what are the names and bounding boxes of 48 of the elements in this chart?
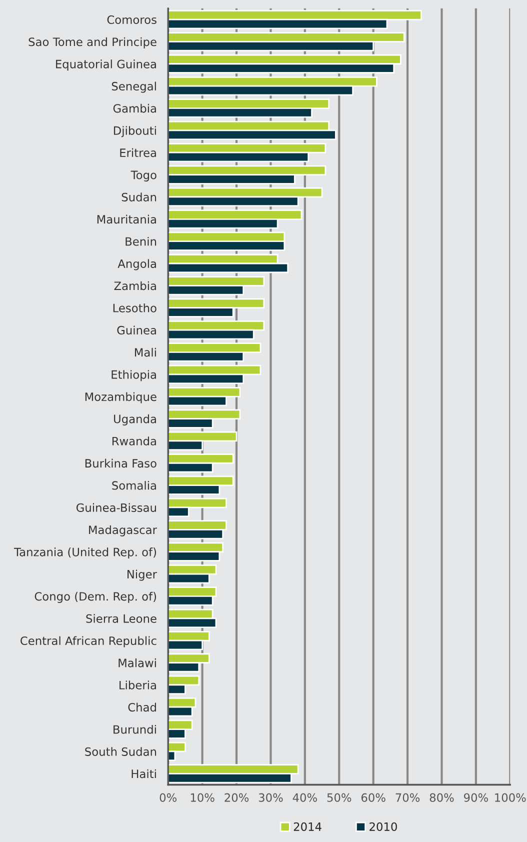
x-tick-label: 50% <box>327 793 352 802</box>
y-tick-label: Sierra Leone <box>86 614 156 623</box>
y-tick-label: Angola <box>118 259 156 270</box>
y-tick-label: Congo (Dem. Rep. of) <box>34 592 156 603</box>
y-tick-label: Haiti <box>132 769 156 778</box>
y-tick-label: Equatorial Guinea <box>56 60 156 71</box>
y-tick-label: Somalia <box>112 480 156 490</box>
y-tick-label: Tanzania (United Rep. of) <box>14 548 156 559</box>
y-tick-label: Rwanda <box>112 436 156 446</box>
y-tick-label: Guinea <box>117 326 156 335</box>
y-tick-label: Benin <box>126 236 156 246</box>
y-tick-label: Mauritania <box>97 214 156 224</box>
y-tick-label: Guinea-Bissau <box>76 503 156 512</box>
x-tick-label: 10% <box>190 793 214 802</box>
y-tick-label: Togo <box>130 170 156 182</box>
y-tick-label: Burkina Faso <box>85 458 156 468</box>
y-tick-label: Liberia <box>120 680 156 690</box>
y-tick-label: Sao Tome and Principe <box>28 37 156 48</box>
x-tick-label: 70% <box>396 793 420 802</box>
y-tick-label: Central African Republic <box>20 636 156 648</box>
y-tick-label: Gambia <box>113 104 156 113</box>
y-tick-label: South Sudan <box>85 747 156 756</box>
y-tick-label: Sudan <box>122 192 156 202</box>
y-tick-label: Madagascar <box>89 525 157 536</box>
y-tick-label: Lesotho <box>113 304 156 312</box>
y-tick-label: Malawi <box>118 658 156 668</box>
y-tick-label: Zambia <box>114 281 156 290</box>
y-tick-label: Eritrea <box>120 148 156 158</box>
y-tick-label: Senegal <box>112 82 156 93</box>
x-tick-label: 90% <box>464 793 488 802</box>
y-tick-label: Burundi <box>114 724 156 734</box>
x-tick-label: 80% <box>430 793 454 802</box>
x-tick-label: 30% <box>258 793 283 802</box>
x-tick-label: 100% <box>495 793 526 802</box>
x-tick-label: 60% <box>361 793 386 802</box>
y-tick-label: Chad <box>128 702 156 712</box>
legend-label: 2014 <box>294 822 322 831</box>
x-tick-label: 20% <box>224 793 249 802</box>
y-tick-label: Ethiopia <box>112 370 156 382</box>
y-tick-label: Uganda <box>114 414 156 426</box>
y-tick-label: Comoros <box>107 15 156 24</box>
x-tick-label: 40% <box>292 793 317 802</box>
legend-label: 2010 <box>370 822 397 831</box>
y-tick-label: Mali <box>134 348 156 357</box>
x-tick-label: 0% <box>160 793 177 802</box>
y-tick-label: Djibouti <box>114 126 156 138</box>
y-tick-label: Niger <box>128 570 157 581</box>
y-tick-label: Mozambique <box>85 392 156 404</box>
